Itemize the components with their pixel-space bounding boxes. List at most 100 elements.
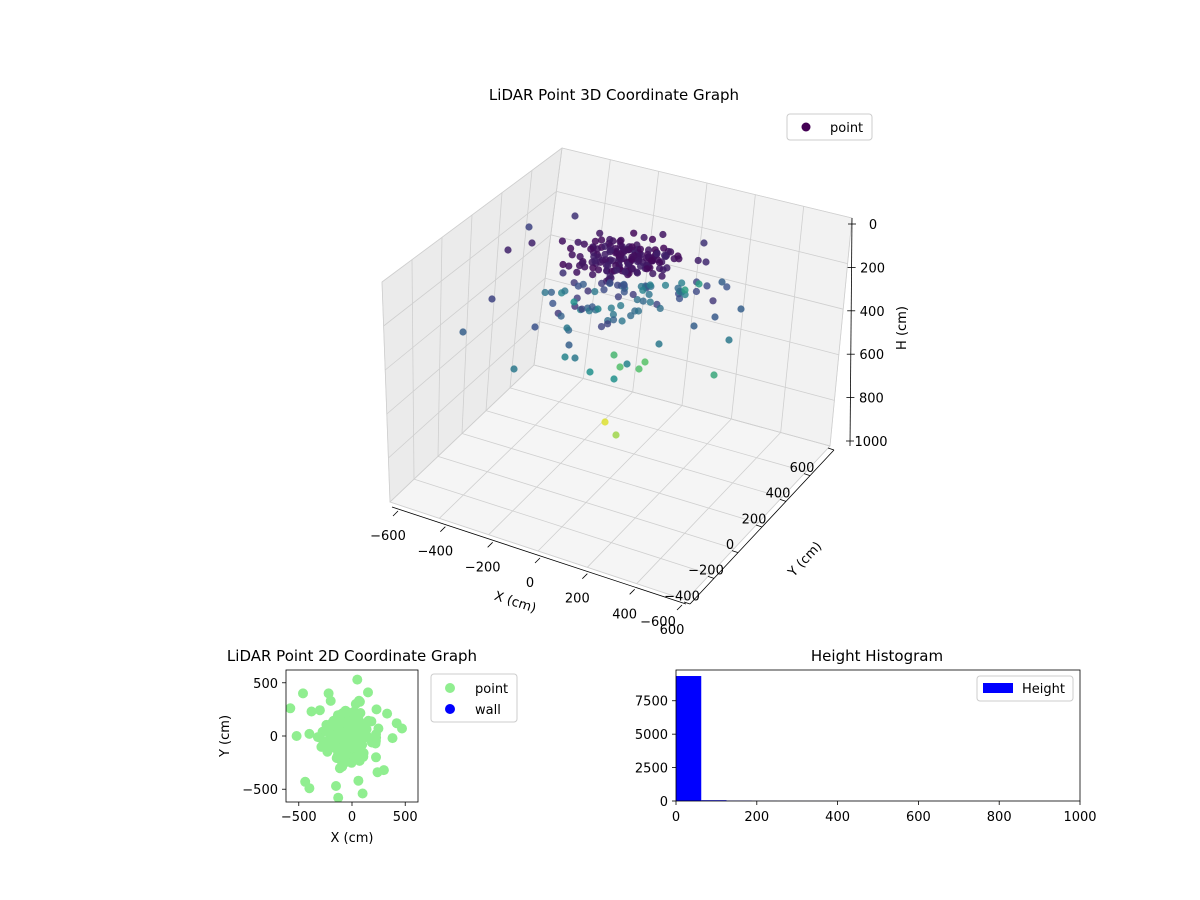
point-3d (661, 281, 670, 289)
point-3d (600, 286, 608, 294)
point-3d (563, 324, 571, 332)
x-tick-label-histogram: 200 (744, 810, 769, 825)
point-3d (681, 286, 689, 294)
x-axis-line (391, 506, 687, 605)
grid-line-left-horizontal (384, 234, 552, 371)
y-tick-label-2d: 500 (253, 677, 278, 692)
y-tick-mark-3d (731, 550, 739, 554)
y-tick-label-3d: 200 (742, 512, 767, 527)
point-3d (678, 279, 686, 287)
y-tick-label-3d: −400 (664, 589, 700, 604)
point-3d (604, 320, 612, 328)
point-2d (306, 706, 317, 717)
z-tick-label-3d: 600 (859, 348, 884, 363)
point-3d (695, 280, 703, 288)
histogram-frame (675, 669, 1081, 802)
point-2d (373, 723, 384, 734)
x-tick-label-histogram: 400 (825, 810, 850, 825)
point-2d (340, 740, 351, 751)
legend-3d-marker (801, 122, 811, 132)
point-3d (598, 279, 606, 287)
point-3d (629, 290, 637, 299)
point-3d (723, 283, 731, 291)
point-3d (675, 255, 683, 263)
point-3d (710, 371, 718, 379)
point-3d (591, 237, 600, 245)
point-2d (323, 688, 334, 699)
point-3d (616, 363, 624, 371)
point-3d (640, 233, 648, 242)
point-3d (525, 223, 533, 231)
x-ticks-3d: −600 −400 −200 0 200 400 600 (370, 510, 685, 638)
point-3d (609, 310, 618, 319)
legend-3d-frame (786, 113, 873, 141)
x-tick-label-3d: 600 (660, 623, 685, 638)
x-tick-label-3d: 400 (612, 607, 637, 622)
x-tick-label-3d: 200 (565, 592, 590, 607)
point-3d (623, 360, 631, 368)
point-3d (528, 239, 536, 247)
point-2d (357, 751, 368, 762)
point-3d (596, 229, 604, 237)
point-3d (737, 305, 745, 313)
y-tick-mark-3d (755, 524, 763, 528)
x-axis-label-2d: X (cm) (331, 831, 374, 846)
legend-2d-marker-wall (445, 704, 455, 714)
grid-line-left-horizontal (386, 277, 546, 415)
chart-2d: LiDAR Point 2D Coordinate Graph −500 0 500… (218, 647, 518, 846)
y-tick-label-histogram: 7500 (635, 695, 668, 710)
point-3d (617, 251, 625, 259)
point-3d (589, 264, 597, 272)
point-3d (571, 212, 579, 220)
point-3d (633, 296, 641, 304)
x-tick-label-3d: −600 (370, 529, 406, 544)
point-3d (630, 229, 638, 237)
point-3d (702, 258, 710, 266)
point-3d (645, 246, 653, 254)
point-3d (565, 341, 573, 349)
x-tick-label-3d: −200 (465, 560, 501, 575)
x-tick-mark-3d (487, 542, 493, 548)
point-3d (547, 288, 556, 296)
point-2d (331, 753, 342, 763)
point-3d (709, 297, 717, 305)
point-2d (291, 731, 302, 741)
point-3d (646, 281, 654, 289)
point-3d (621, 268, 629, 276)
point-3d (591, 288, 599, 296)
point-3d (598, 236, 606, 244)
point-2d (371, 752, 381, 763)
point-3d (660, 244, 668, 252)
z-tick-label-3d: 1000 (854, 435, 887, 450)
chart-2d-title: LiDAR Point 2D Coordinate Graph (227, 647, 477, 665)
point-2d (331, 781, 341, 791)
point-3d (627, 312, 635, 320)
point-3d (690, 322, 698, 330)
histogram-bar (701, 800, 727, 801)
point-3d (567, 244, 575, 252)
point-3d (531, 323, 539, 331)
point-2d (387, 733, 398, 744)
y-tick-label-3d: −200 (688, 564, 724, 579)
point-3d (635, 365, 643, 373)
grid-line-left-horizontal (383, 191, 557, 327)
point-3d (635, 256, 643, 264)
point-2d (341, 707, 352, 717)
y-tick-mark-3d (827, 447, 835, 451)
grid-line-back-horizontal (539, 321, 835, 401)
point-3d (607, 246, 615, 254)
grid-line-back-horizontal (556, 191, 848, 264)
point-3d (620, 288, 628, 296)
point-2d (357, 788, 368, 799)
point-3d (630, 252, 638, 260)
histogram-bar (676, 676, 702, 801)
point-2d (304, 783, 315, 794)
point-3d (578, 305, 586, 313)
grid-line-left-vertical (509, 170, 533, 388)
y-axis-label-3d: Y (cm) (785, 539, 825, 581)
point-3d (571, 354, 579, 362)
x-tick-mark-3d (676, 604, 683, 611)
point-2d (321, 719, 332, 730)
point-3d (656, 304, 664, 312)
